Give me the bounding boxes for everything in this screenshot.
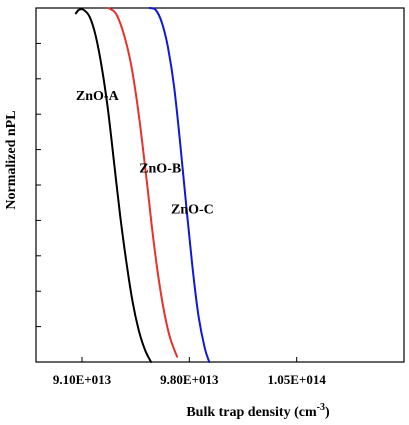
series-label-zno-a: ZnO-A <box>76 89 120 104</box>
x-axis-title-main: Bulk trap density (cm <box>186 405 317 420</box>
series-lines <box>74 7 211 363</box>
x-tick-labels: 9.10E+013 9.80E+013 1.05E+014 <box>53 372 326 387</box>
series-labels: ZnO-A ZnO-B ZnO-C <box>76 89 214 217</box>
x-axis-title-exponent: -3 <box>317 402 325 413</box>
plot-area <box>35 7 405 363</box>
x-tick-label-2: 1.05E+014 <box>267 372 326 387</box>
series-line-zno-a <box>74 8 152 363</box>
plot-border <box>35 7 405 363</box>
x-tick-label-1: 9.80E+013 <box>160 372 219 387</box>
series-label-zno-c: ZnO-C <box>171 202 214 217</box>
series-label-zno-b: ZnO-B <box>139 162 181 177</box>
series-line-zno-c <box>148 7 211 363</box>
x-axis-title-close: ) <box>325 405 330 420</box>
y-axis-title: Normalized nPL <box>4 110 19 209</box>
axis-ticks <box>36 7 298 362</box>
series-line-zno-b <box>107 7 179 358</box>
x-axis-title: Bulk trap density (cm-3) <box>186 402 330 420</box>
x-tick-label-0: 9.10E+013 <box>53 372 112 387</box>
